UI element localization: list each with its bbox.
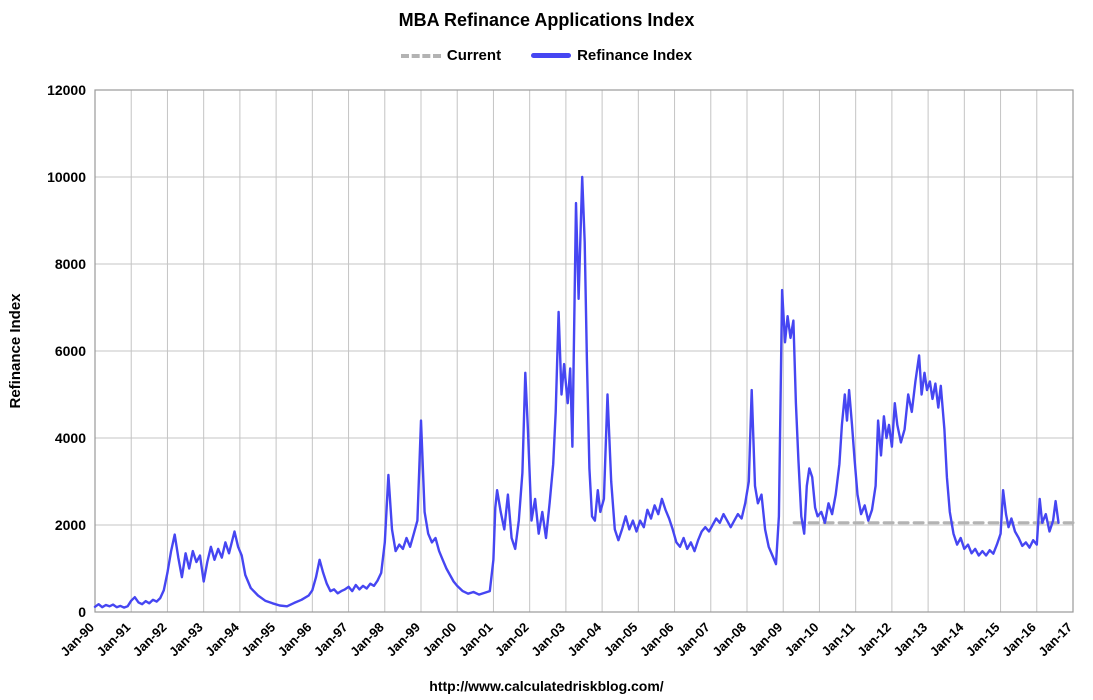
svg-text:Jan-01: Jan-01 xyxy=(456,620,496,660)
svg-text:0: 0 xyxy=(78,604,86,620)
chart-title: MBA Refinance Applications Index xyxy=(398,10,695,30)
svg-text:Jan-00: Jan-00 xyxy=(420,620,460,660)
svg-text:Jan-98: Jan-98 xyxy=(347,620,387,660)
svg-text:Jan-90: Jan-90 xyxy=(57,620,97,660)
legend-label-refinance-index: Refinance Index xyxy=(577,47,693,64)
gridlines xyxy=(94,89,1074,613)
svg-text:Jan-05: Jan-05 xyxy=(601,620,641,660)
svg-text:8000: 8000 xyxy=(55,256,86,272)
svg-text:Jan-16: Jan-16 xyxy=(999,620,1039,660)
svg-text:Jan-14: Jan-14 xyxy=(927,619,967,659)
x-tick-labels: Jan-90Jan-91Jan-92Jan-93Jan-94Jan-95Jan-… xyxy=(57,619,1075,659)
svg-text:Jan-03: Jan-03 xyxy=(528,620,568,660)
y-tick-labels: 0 2000 4000 6000 8000 10000 12000 xyxy=(47,82,86,620)
footer-url: http://www.calculatedriskblog.com/ xyxy=(429,678,664,694)
svg-text:Jan-13: Jan-13 xyxy=(890,620,930,660)
svg-text:Jan-09: Jan-09 xyxy=(746,620,786,660)
svg-text:Jan-17: Jan-17 xyxy=(1035,620,1075,660)
svg-text:Jan-10: Jan-10 xyxy=(782,620,822,660)
svg-text:12000: 12000 xyxy=(47,82,86,98)
svg-text:Jan-07: Jan-07 xyxy=(673,620,713,660)
refinance-index-line xyxy=(93,175,1060,609)
svg-text:Jan-91: Jan-91 xyxy=(94,620,134,660)
svg-text:Jan-96: Jan-96 xyxy=(275,620,315,660)
svg-text:Jan-12: Jan-12 xyxy=(854,620,894,660)
svg-text:Jan-11: Jan-11 xyxy=(819,620,858,659)
svg-text:Jan-02: Jan-02 xyxy=(492,620,532,660)
svg-text:4000: 4000 xyxy=(55,430,86,446)
svg-text:2000: 2000 xyxy=(55,517,86,533)
svg-text:Jan-92: Jan-92 xyxy=(130,620,170,660)
svg-text:Jan-08: Jan-08 xyxy=(709,620,749,660)
svg-text:Jan-94: Jan-94 xyxy=(202,619,242,659)
svg-text:Jan-95: Jan-95 xyxy=(238,620,278,660)
svg-text:Jan-97: Jan-97 xyxy=(311,620,351,660)
y-axis-title: Refinance Index xyxy=(7,293,24,409)
legend-item-refinance-index: Refinance Index xyxy=(531,47,692,64)
svg-text:Jan-04: Jan-04 xyxy=(564,619,604,659)
svg-text:Jan-06: Jan-06 xyxy=(637,620,677,660)
svg-text:10000: 10000 xyxy=(47,169,86,185)
legend: Current Refinance Index xyxy=(0,47,1093,64)
current-dashed-line-swatch xyxy=(400,53,441,58)
plot-border xyxy=(94,89,1074,613)
legend-item-current: Current xyxy=(400,47,502,64)
svg-text:Jan-15: Jan-15 xyxy=(963,620,1003,660)
svg-text:6000: 6000 xyxy=(55,343,86,359)
refinance-index-line-swatch xyxy=(531,53,572,58)
legend-label-current: Current xyxy=(446,47,502,64)
svg-text:Jan-99: Jan-99 xyxy=(383,620,423,660)
svg-text:Jan-93: Jan-93 xyxy=(166,620,206,660)
